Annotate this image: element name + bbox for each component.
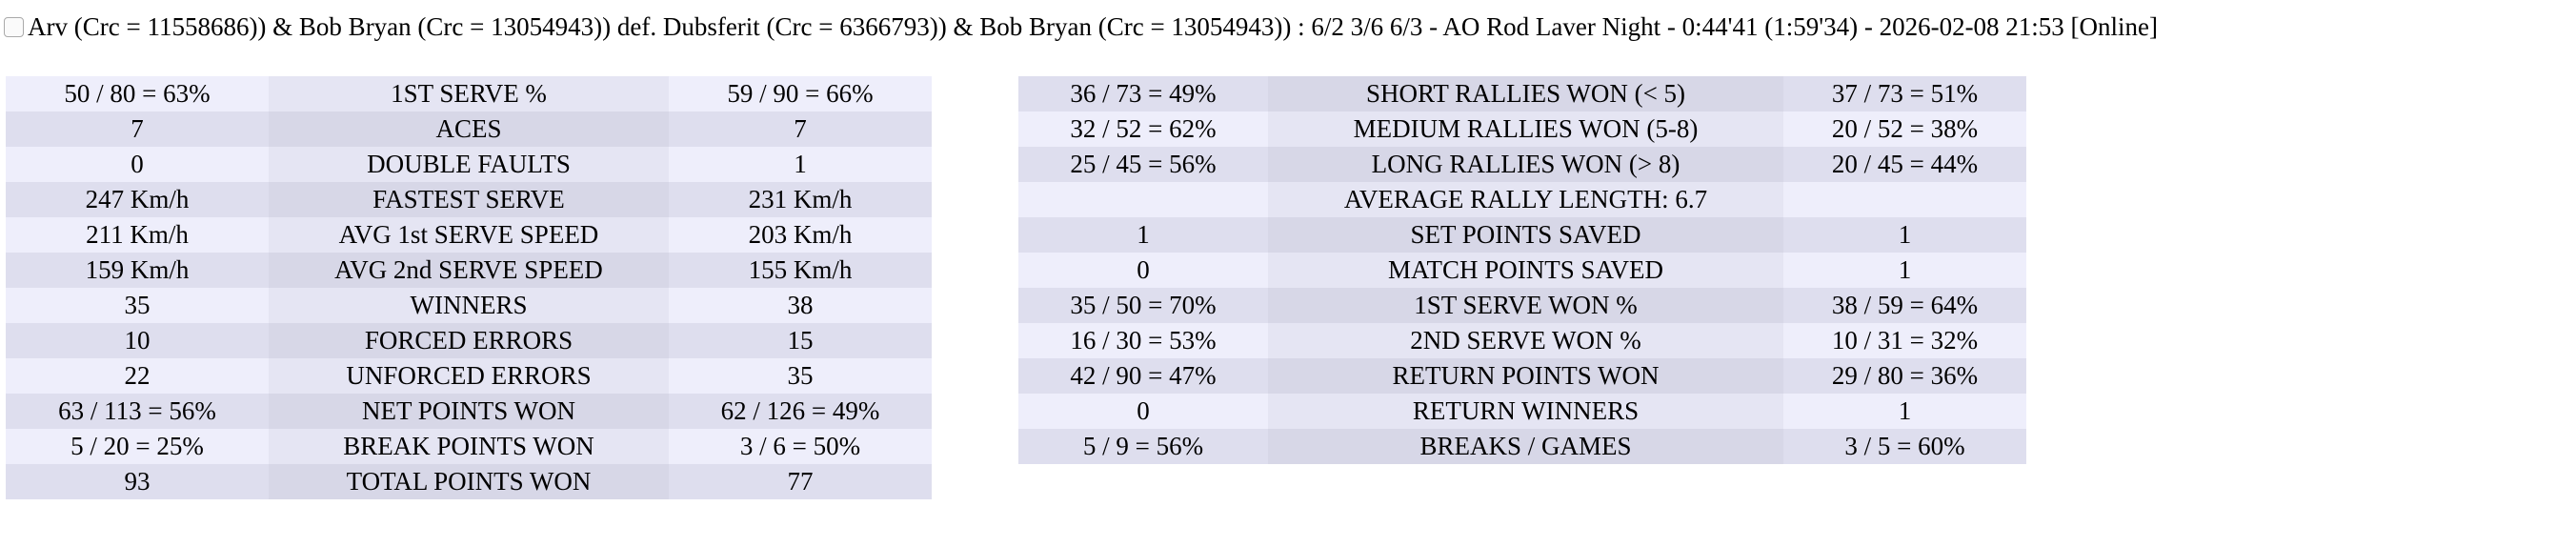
stat-label: AVG 1st SERVE SPEED [269, 217, 669, 253]
player2-value: 59 / 90 = 66% [669, 76, 932, 111]
stat-label: LONG RALLIES WON (> 8) [1268, 147, 1783, 182]
player1-value: 1 [1018, 217, 1268, 253]
stat-row: 63 / 113 = 56% NET POINTS WON 62 / 126 = 4… [6, 394, 932, 429]
player1-value: 247 Km/h [6, 182, 269, 217]
player1-value: 93 [6, 464, 269, 499]
stat-label: ACES [269, 111, 669, 147]
stat-row: 50 / 80 = 63% 1ST SERVE % 59 / 90 = 66% [6, 76, 932, 111]
player1-value: 159 Km/h [6, 253, 269, 288]
player2-value: 1 [1783, 253, 2026, 288]
player1-value: 42 / 90 = 47% [1018, 358, 1268, 394]
stat-label: AVERAGE RALLY LENGTH: 6.7 [1268, 182, 1783, 217]
stat-label: AVG 2nd SERVE SPEED [269, 253, 669, 288]
player2-value: 231 Km/h [669, 182, 932, 217]
player2-value: 155 Km/h [669, 253, 932, 288]
stat-row: 32 / 52 = 62% MEDIUM RALLIES WON (5-8) 20 … [1018, 111, 2026, 147]
player1-value: 36 / 73 = 49% [1018, 76, 1268, 111]
player2-value: 20 / 52 = 38% [1783, 111, 2026, 147]
player2-value: 35 [669, 358, 932, 394]
stat-row: 22 UNFORCED ERRORS 35 [6, 358, 932, 394]
player2-value: 77 [669, 464, 932, 499]
stat-row: 42 / 90 = 47% RETURN POINTS WON 29 / 80 = … [1018, 358, 2026, 394]
match-header: Arv (Crc = 11558686)) & Bob Bryan (Crc =… [4, 12, 2158, 42]
player1-value: 211 Km/h [6, 217, 269, 253]
stat-row: 36 / 73 = 49% SHORT RALLIES WON (< 5) 37 /… [1018, 76, 2026, 111]
player1-value: 50 / 80 = 63% [6, 76, 269, 111]
player1-value: 5 / 20 = 25% [6, 429, 269, 464]
stat-label: RETURN POINTS WON [1268, 358, 1783, 394]
stat-label: SET POINTS SAVED [1268, 217, 1783, 253]
stat-label: BREAKS / GAMES [1268, 429, 1783, 464]
stat-label: UNFORCED ERRORS [269, 358, 669, 394]
stat-label: TOTAL POINTS WON [269, 464, 669, 499]
stat-row: 5 / 9 = 56% BREAKS / GAMES 3 / 5 = 60% [1018, 429, 2026, 464]
player1-value: 63 / 113 = 56% [6, 394, 269, 429]
stat-row: 5 / 20 = 25% BREAK POINTS WON 3 / 6 = 50% [6, 429, 932, 464]
stat-label: FASTEST SERVE [269, 182, 669, 217]
player2-value: 38 / 59 = 64% [1783, 288, 2026, 323]
stat-row: 93 TOTAL POINTS WON 77 [6, 464, 932, 499]
player2-value: 3 / 6 = 50% [669, 429, 932, 464]
player2-value: 7 [669, 111, 932, 147]
stat-label: WINNERS [269, 288, 669, 323]
player2-value: 37 / 73 = 51% [1783, 76, 2026, 111]
stat-label: MATCH POINTS SAVED [1268, 253, 1783, 288]
player2-value: 10 / 31 = 32% [1783, 323, 2026, 358]
stat-label: RETURN WINNERS [1268, 394, 1783, 429]
player1-value: 35 [6, 288, 269, 323]
player1-value [1018, 182, 1268, 217]
player2-value: 62 / 126 = 49% [669, 394, 932, 429]
stat-row: 247 Km/h FASTEST SERVE 231 Km/h [6, 182, 932, 217]
select-checkbox[interactable] [4, 17, 24, 37]
player1-value: 32 / 52 = 62% [1018, 111, 1268, 147]
stat-row: 16 / 30 = 53% 2ND SERVE WON % 10 / 31 = 32… [1018, 323, 2026, 358]
stat-label: NET POINTS WON [269, 394, 669, 429]
player2-value: 38 [669, 288, 932, 323]
stat-row: 0 MATCH POINTS SAVED 1 [1018, 253, 2026, 288]
player1-value: 25 / 45 = 56% [1018, 147, 1268, 182]
stat-row: 7 ACES 7 [6, 111, 932, 147]
player1-value: 35 / 50 = 70% [1018, 288, 1268, 323]
player2-value: 20 / 45 = 44% [1783, 147, 2026, 182]
stat-row: 211 Km/h AVG 1st SERVE SPEED 203 Km/h [6, 217, 932, 253]
stat-row: 10 FORCED ERRORS 15 [6, 323, 932, 358]
stat-row: 0 RETURN WINNERS 1 [1018, 394, 2026, 429]
player2-value: 3 / 5 = 60% [1783, 429, 2026, 464]
player1-value: 0 [6, 147, 269, 182]
stat-row: 159 Km/h AVG 2nd SERVE SPEED 155 Km/h [6, 253, 932, 288]
left-stats-table: 50 / 80 = 63% 1ST SERVE % 59 / 90 = 66% 7 AC… [6, 76, 932, 499]
player1-value: 0 [1018, 253, 1268, 288]
player2-value: 1 [1783, 394, 2026, 429]
player1-value: 22 [6, 358, 269, 394]
right-stats-table: 36 / 73 = 49% SHORT RALLIES WON (< 5) 37 /… [1018, 76, 2026, 464]
stat-row: 35 / 50 = 70% 1ST SERVE WON % 38 / 59 = 64… [1018, 288, 2026, 323]
stat-label: MEDIUM RALLIES WON (5-8) [1268, 111, 1783, 147]
stat-label: FORCED ERRORS [269, 323, 669, 358]
match-title: Arv (Crc = 11558686)) & Bob Bryan (Crc =… [28, 12, 2159, 41]
stat-label: 2ND SERVE WON % [1268, 323, 1783, 358]
player2-value: 29 / 80 = 36% [1783, 358, 2026, 394]
stat-row: 35 WINNERS 38 [6, 288, 932, 323]
player1-value: 5 / 9 = 56% [1018, 429, 1268, 464]
player2-value: 1 [1783, 217, 2026, 253]
stat-row: 0 DOUBLE FAULTS 1 [6, 147, 932, 182]
player1-value: 16 / 30 = 53% [1018, 323, 1268, 358]
player2-value [1783, 182, 2026, 217]
stat-label: DOUBLE FAULTS [269, 147, 669, 182]
stat-row: 1 SET POINTS SAVED 1 [1018, 217, 2026, 253]
player1-value: 7 [6, 111, 269, 147]
player2-value: 1 [669, 147, 932, 182]
stat-label: 1ST SERVE % [269, 76, 669, 111]
stat-row: AVERAGE RALLY LENGTH: 6.7 [1018, 182, 2026, 217]
player2-value: 203 Km/h [669, 217, 932, 253]
stat-label: 1ST SERVE WON % [1268, 288, 1783, 323]
stat-row: 25 / 45 = 56% LONG RALLIES WON (> 8) 20 / … [1018, 147, 2026, 182]
stat-label: SHORT RALLIES WON (< 5) [1268, 76, 1783, 111]
stat-label: BREAK POINTS WON [269, 429, 669, 464]
player1-value: 10 [6, 323, 269, 358]
player1-value: 0 [1018, 394, 1268, 429]
player2-value: 15 [669, 323, 932, 358]
